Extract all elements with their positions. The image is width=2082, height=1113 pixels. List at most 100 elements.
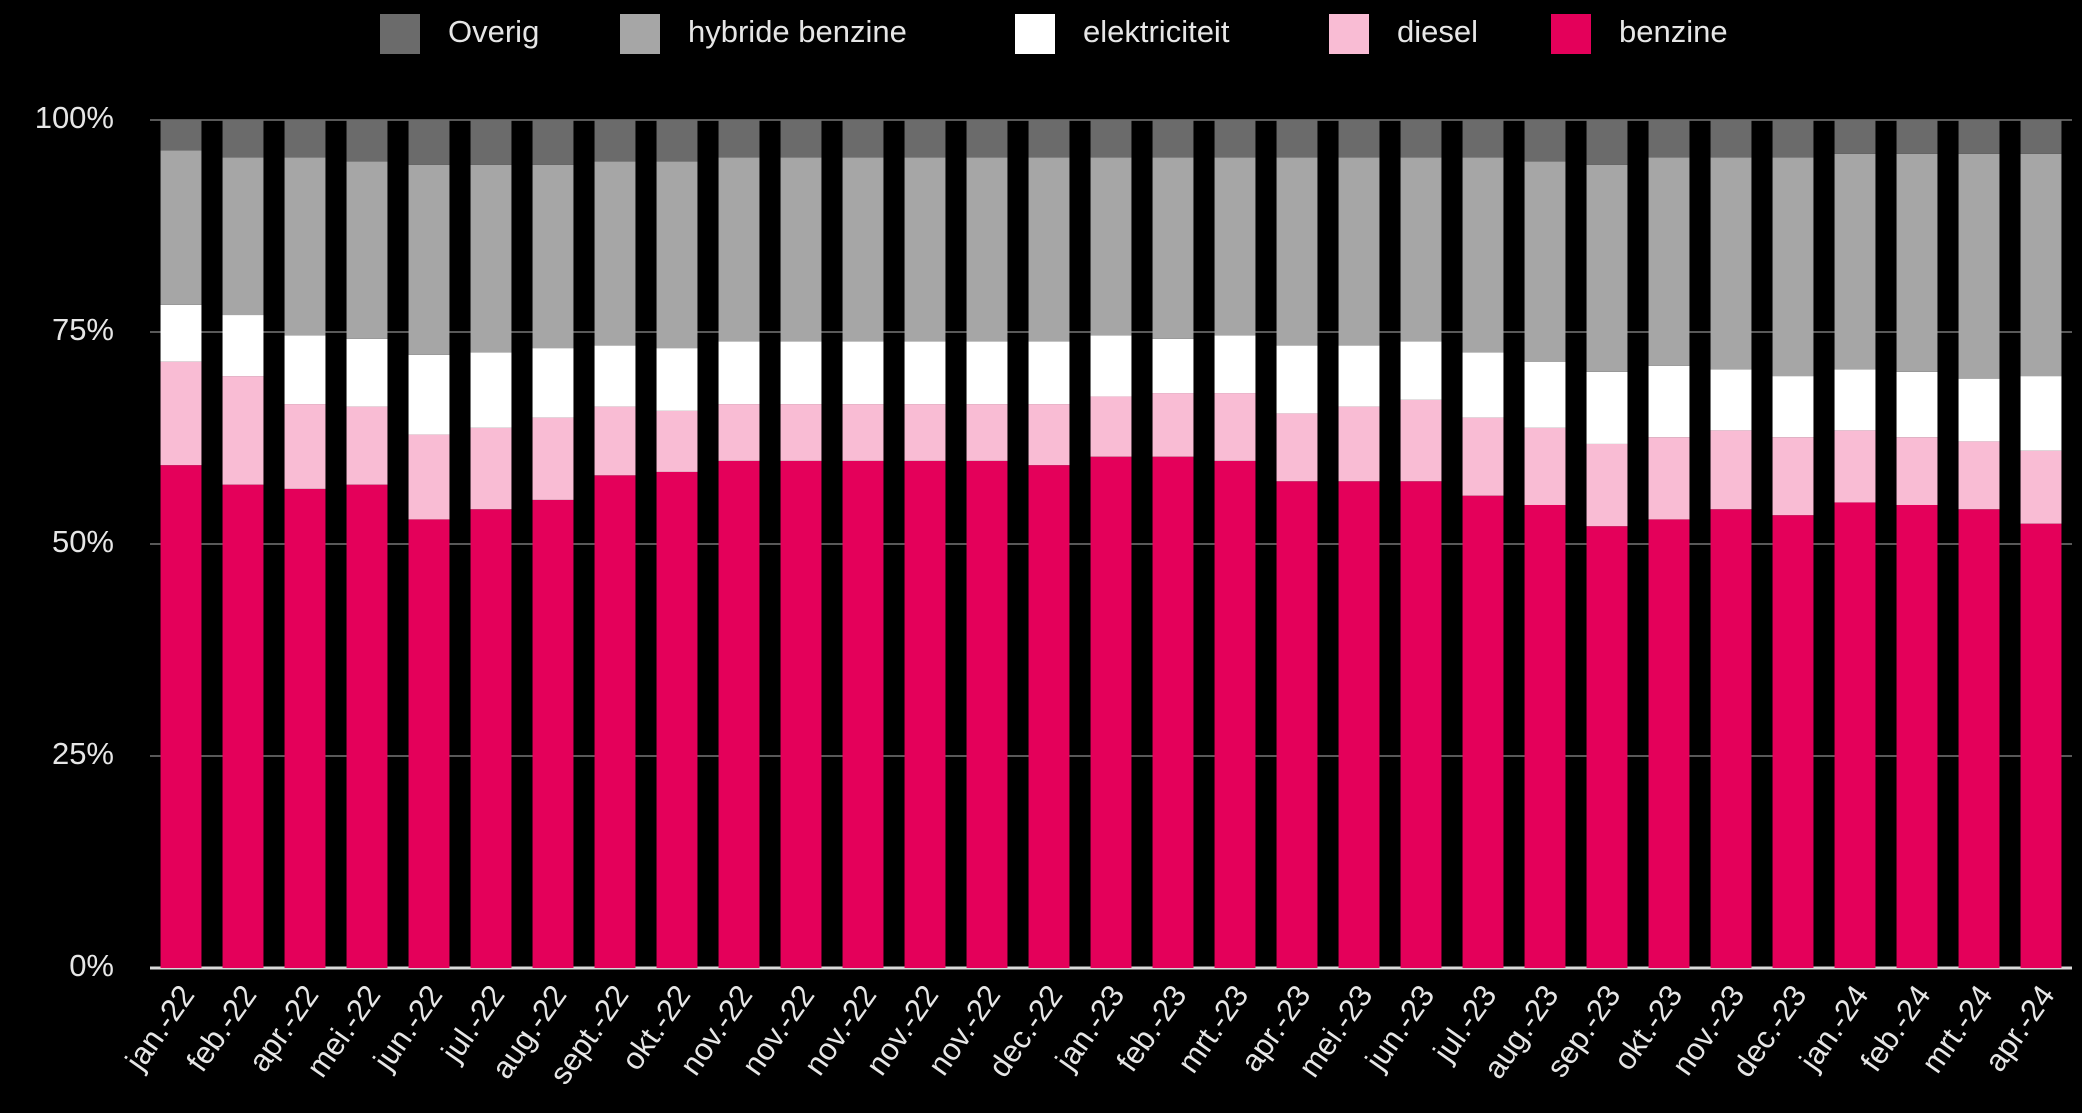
bar-segment: [966, 120, 1008, 158]
bar-segment: [222, 484, 264, 968]
bar-segment: [284, 157, 326, 336]
legend-swatch: [1551, 14, 1591, 54]
y-tick-label: 0%: [69, 948, 114, 983]
bar-segment: [1028, 341, 1070, 405]
legend-label: Overig: [448, 14, 539, 49]
bar-segment: [1214, 393, 1256, 461]
bar-segment: [1586, 526, 1628, 968]
bar-segment: [1276, 413, 1318, 482]
bar-segment: [1090, 396, 1132, 457]
bar-segment: [1152, 393, 1194, 457]
bar-segment: [1214, 460, 1256, 968]
bar-segment: [1772, 120, 1814, 158]
bar-segment: [1090, 120, 1132, 158]
bar-segment: [1028, 404, 1070, 466]
bar-segment: [470, 164, 512, 353]
bar-segment: [160, 361, 202, 466]
bar-segment: [718, 460, 760, 968]
bar-segment: [160, 465, 202, 968]
bar-segment: [1524, 427, 1566, 505]
bar-segment: [966, 157, 1008, 342]
bar-segment: [346, 484, 388, 968]
bar-segment: [1462, 417, 1504, 496]
bar-segment: [1028, 157, 1070, 342]
bar-segment: [1462, 495, 1504, 968]
bar-segment: [1710, 120, 1752, 158]
bar-segment: [656, 348, 698, 411]
bar-segment: [408, 434, 450, 520]
bar-segment: [408, 120, 450, 165]
bar-segment: [222, 157, 264, 316]
bar-segment: [1958, 509, 2000, 968]
bar-segment: [222, 120, 264, 158]
bar-segment: [966, 341, 1008, 405]
bar-segment: [1958, 378, 2000, 442]
bar-segment: [1710, 509, 1752, 968]
bar-segment: [1028, 120, 1070, 158]
bar-segment: [966, 404, 1008, 461]
bar-segment: [1710, 369, 1752, 431]
bar-segment: [656, 161, 698, 349]
bar-segment: [594, 406, 636, 476]
bar-segment: [1090, 157, 1132, 336]
bar-segment: [1896, 437, 1938, 505]
bar-segment: [718, 341, 760, 405]
bar-segment: [780, 460, 822, 968]
bar-segment: [470, 509, 512, 968]
bar-segment: [842, 404, 884, 461]
bar-segment: [284, 335, 326, 405]
bar-segment: [1152, 157, 1194, 339]
bar-segment: [1276, 481, 1318, 968]
y-tick-label: 100%: [35, 100, 114, 135]
legend-label: benzine: [1619, 14, 1728, 49]
bar-segment: [1338, 120, 1380, 158]
bar-segment: [718, 120, 760, 158]
bar-segment: [718, 404, 760, 461]
bar-segment: [2020, 153, 2062, 377]
bar-segment: [1834, 430, 1876, 503]
bar-segment: [1772, 376, 1814, 438]
bar-segment: [160, 304, 202, 362]
bar-segment: [1276, 120, 1318, 158]
bar-segment: [1710, 157, 1752, 370]
bar-segment: [842, 460, 884, 968]
bar-segment: [656, 120, 698, 162]
bar-segment: [1400, 157, 1442, 342]
bar-segment: [532, 348, 574, 418]
bar-segment: [2020, 450, 2062, 524]
bar-segment: [1896, 504, 1938, 968]
bar-segment: [842, 341, 884, 405]
legend-swatch: [620, 14, 660, 54]
bar-segment: [2020, 523, 2062, 968]
bar-segment: [656, 410, 698, 472]
bar-segment: [408, 354, 450, 435]
bar-segment: [346, 406, 388, 485]
bar-segment: [1586, 371, 1628, 444]
bar-segment: [780, 341, 822, 405]
bar-segment: [532, 499, 574, 968]
bar-segment: [408, 164, 450, 355]
bar-segment: [532, 164, 574, 349]
bar-segment: [1028, 465, 1070, 968]
bar-segment: [1214, 120, 1256, 158]
bar-segment: [160, 120, 202, 151]
bar-segment: [1710, 430, 1752, 510]
bar-segment: [904, 157, 946, 342]
bar-segment: [1772, 515, 1814, 968]
bar-segment: [1152, 338, 1194, 394]
bar-segment: [594, 161, 636, 346]
bar-segment: [1462, 120, 1504, 158]
bar-segment: [1958, 153, 2000, 379]
bar-segment: [594, 345, 636, 407]
bar-segment: [780, 157, 822, 342]
bar-segment: [1648, 157, 1690, 366]
bar-segment: [904, 404, 946, 461]
bar-segment: [1772, 437, 1814, 516]
bar-segment: [904, 341, 946, 405]
bar-segment: [284, 488, 326, 968]
bar-segment: [1586, 120, 1628, 165]
bar-segment: [470, 120, 512, 165]
bar-segment: [1276, 345, 1318, 414]
bar-segment: [1462, 352, 1504, 418]
